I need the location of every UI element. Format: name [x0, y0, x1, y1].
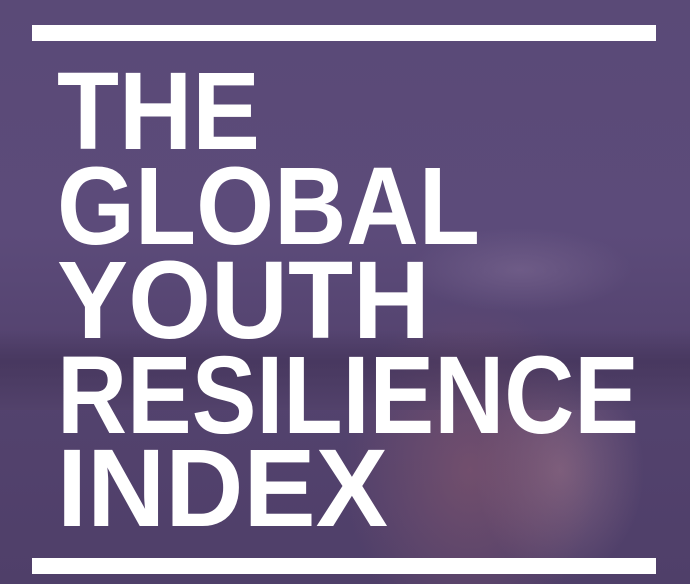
title-line-global: GLOBAL [57, 145, 480, 268]
title-line-the: THE [57, 50, 260, 173]
title-line-youth: YOUTH [57, 239, 430, 362]
title-line-resilience: RESILIENCE [57, 334, 639, 457]
top-rule [32, 25, 656, 41]
title-line-index: INDEX [57, 427, 388, 550]
background-hills [0, 330, 690, 410]
bottom-rule [32, 558, 656, 574]
